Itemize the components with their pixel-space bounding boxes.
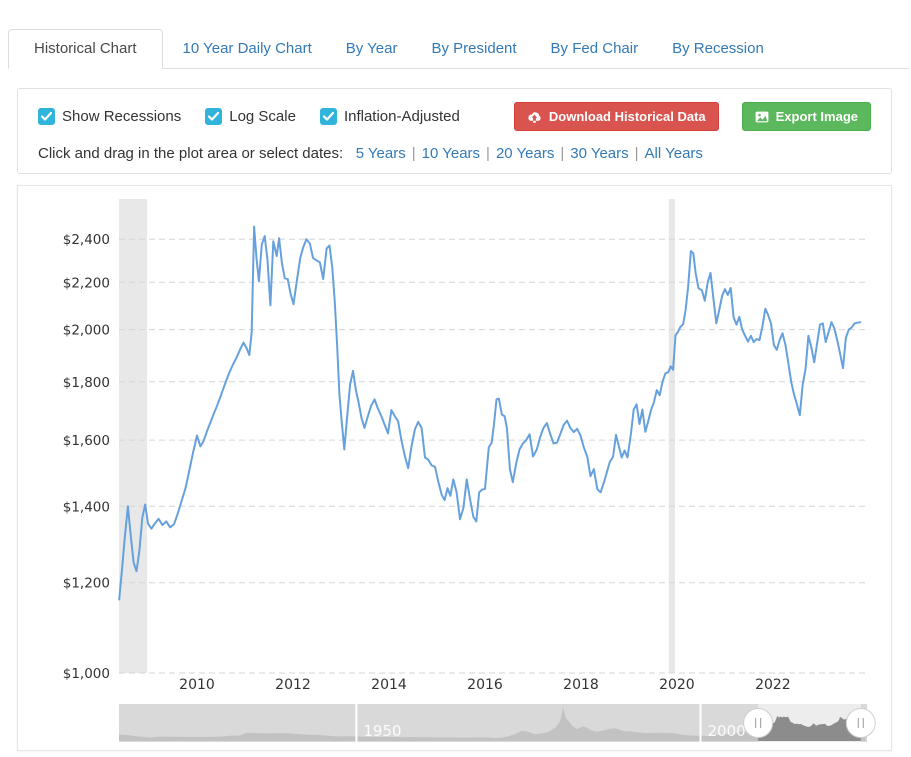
- price-chart-panel: $1,000 $1,200 $1,400 $1,600 $1,800 $2,000 $2,2…: [17, 185, 892, 751]
- checkbox-group-inflation-adjusted: Inflation-Adjusted: [319, 108, 460, 125]
- tab-by-year[interactable]: By Year: [345, 40, 398, 57]
- x-axis-label: 2012: [275, 677, 311, 693]
- export-image-button[interactable]: Export Image: [741, 102, 871, 131]
- inflation-adjusted-label: Inflation-Adjusted: [343, 108, 460, 125]
- navigator-era-label: 2000: [708, 722, 746, 740]
- handle-grip-circle[interactable]: [743, 708, 774, 738]
- x-axis-label: 2010: [179, 677, 215, 693]
- tab-historical-chart[interactable]: Historical Chart: [8, 29, 163, 69]
- x-axis-label: 2020: [659, 677, 695, 693]
- show-recessions-label: Show Recessions: [62, 108, 182, 125]
- range-separator: |: [560, 145, 565, 162]
- checkmark-icon: [41, 112, 52, 121]
- tab-by-fed-chair[interactable]: By Fed Chair: [550, 40, 639, 57]
- range-separator: |: [486, 145, 490, 162]
- price-chart-plot-area[interactable]: $1,000 $1,200 $1,400 $1,600 $1,800 $2,000 $2,2…: [18, 186, 895, 698]
- y-axis-label: $1,400: [63, 499, 110, 515]
- x-axis-label: 2018: [563, 677, 599, 693]
- navigator-handle-right[interactable]: [845, 708, 876, 738]
- download-button-label: Download Historical Data: [548, 109, 706, 124]
- range-link-20-years[interactable]: 20 Years: [495, 145, 555, 162]
- range-separator: |: [634, 145, 639, 162]
- navigator-area-series-selected: [758, 715, 861, 741]
- y-axis-label: $2,000: [63, 323, 110, 339]
- x-axis-label: 2016: [467, 677, 503, 693]
- cloud-download-icon: [528, 111, 541, 123]
- range-separator: |: [411, 145, 416, 162]
- navigator-handle-left[interactable]: [743, 708, 774, 738]
- tab-10-year-daily-chart[interactable]: 10 Year Daily Chart: [182, 40, 312, 57]
- y-axis-label: $1,200: [63, 576, 110, 592]
- range-link-all-years[interactable]: All Years: [644, 145, 703, 162]
- range-link-5-years[interactable]: 5 Years: [355, 145, 406, 162]
- chart-options-toolbar: Show Recessions Log Scale Inflation-Adju…: [17, 88, 892, 174]
- date-range-row: Click and drag in the plot area or selec…: [38, 145, 871, 162]
- recession-band: [668, 199, 675, 673]
- tab-by-recession[interactable]: By Recession: [672, 40, 764, 57]
- tab-by-president[interactable]: By President: [431, 40, 517, 57]
- y-axis-label: $1,000: [63, 666, 110, 682]
- inflation-adjusted-checkbox[interactable]: [319, 108, 337, 125]
- range-link-10-years[interactable]: 10 Years: [421, 145, 481, 162]
- x-axis-label: 2014: [371, 677, 407, 693]
- export-button-label: Export Image: [775, 109, 858, 124]
- download-historical-data-button[interactable]: Download Historical Data: [513, 102, 719, 131]
- date-range-prompt: Click and drag in the plot area or selec…: [38, 145, 344, 162]
- y-axis-label: $1,600: [63, 433, 110, 449]
- navigator-strip[interactable]: 1950 2000: [119, 704, 876, 742]
- show-recessions-checkbox[interactable]: [38, 108, 55, 125]
- chart-tab-bar: Historical Chart 10 Year Daily Chart By …: [8, 29, 909, 69]
- recession-band: [119, 199, 148, 673]
- toolbar-row-options: Show Recessions Log Scale Inflation-Adju…: [38, 102, 871, 131]
- checkmark-icon: [322, 112, 334, 121]
- image-icon: [755, 111, 769, 122]
- y-axis-label: $2,400: [63, 232, 110, 248]
- x-axis-label: 2022: [755, 677, 791, 693]
- y-axis-label: $1,800: [63, 375, 110, 391]
- log-scale-checkbox[interactable]: [205, 108, 223, 125]
- checkbox-group-log-scale: Log Scale: [205, 108, 296, 125]
- range-link-30-years[interactable]: 30 Years: [570, 145, 629, 162]
- handle-grip-circle[interactable]: [845, 708, 876, 738]
- y-axis-label: $2,200: [63, 275, 110, 291]
- checkbox-group-show-recessions: Show Recessions: [38, 108, 181, 125]
- log-scale-label: Log Scale: [229, 108, 296, 125]
- checkmark-icon: [208, 112, 220, 121]
- navigator-era-label: 1950: [363, 722, 401, 740]
- gold-price-line: [118, 225, 862, 601]
